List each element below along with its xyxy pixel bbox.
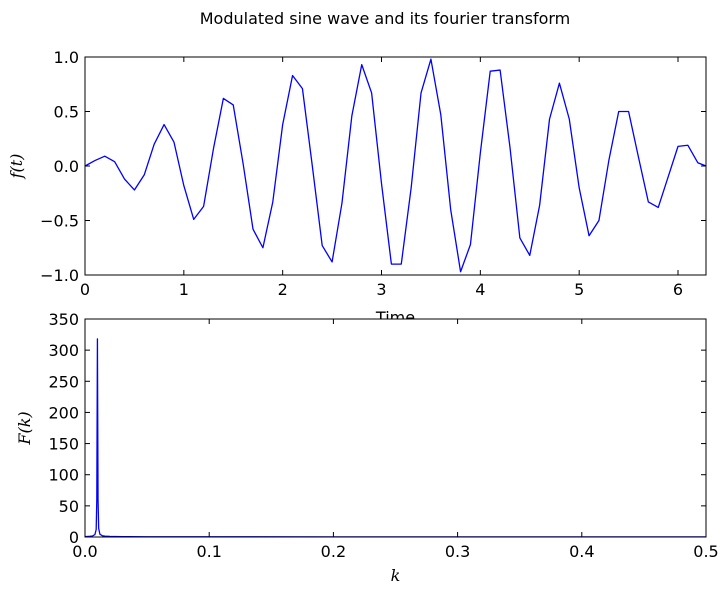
top-y-axis-label: f(t) — [7, 154, 26, 180]
bottom-x-tick-label: 0.5 — [693, 542, 718, 561]
top-y-tick-label: 1.0 — [54, 48, 79, 67]
top-x-tick-label: 3 — [376, 280, 386, 299]
top-x-tick-label: 2 — [278, 280, 288, 299]
top-x-tick-label: 6 — [673, 280, 683, 299]
bottom-y-axis-label: F(k) — [15, 411, 34, 445]
bottom-y-tick-label: 100 — [48, 466, 79, 485]
top-series-line — [85, 58, 706, 273]
bottom-x-axis-label: k — [391, 566, 401, 585]
bottom-axes-border — [84, 318, 707, 538]
bottom-y-tick-label: 50 — [59, 497, 79, 516]
bottom-x-tick-label: 0.4 — [569, 542, 594, 561]
bottom-axes: 0.0 0.1 0.2 0.3 0.4 0.5 0 50 100 150 200 250 300 350 k… — [15, 310, 719, 585]
bottom-y-tick-label: 0 — [69, 528, 79, 547]
top-x-tick-label: 0 — [80, 280, 90, 299]
top-x-tick-label: 4 — [475, 280, 485, 299]
top-y-tick-label: −1.0 — [40, 266, 79, 285]
top-axes-border — [84, 56, 707, 276]
bottom-axes-frame — [84, 318, 707, 538]
top-y-tick-label: −0.5 — [40, 212, 79, 231]
figure-title: Modulated sine wave and its fourier tran… — [200, 9, 571, 28]
bottom-x-tick-label: 0.3 — [445, 542, 470, 561]
top-y-tick-label: 0.0 — [54, 157, 79, 176]
bottom-x-tick-label: 0.1 — [196, 542, 221, 561]
bottom-x-tick-label: 0.2 — [321, 542, 346, 561]
top-x-tick-label: 5 — [574, 280, 584, 299]
top-x-tick-label: 1 — [179, 280, 189, 299]
bottom-y-tick-label: 350 — [48, 310, 79, 329]
bottom-y-tick-label: 250 — [48, 372, 79, 391]
top-y-tick-label: 0.5 — [54, 103, 79, 122]
bottom-x-tick-label: 0.0 — [72, 542, 97, 561]
bottom-y-tick-label: 300 — [48, 341, 79, 360]
bottom-y-tick-label: 200 — [48, 403, 79, 422]
top-axes-frame — [84, 56, 707, 276]
bottom-y-tick-label: 150 — [48, 435, 79, 454]
